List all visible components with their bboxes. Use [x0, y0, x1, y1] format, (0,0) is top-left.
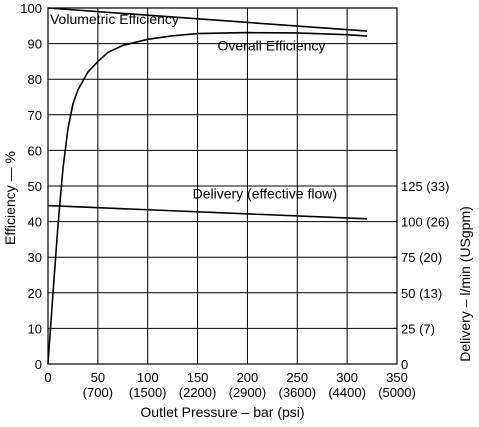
y-tick-label: 80: [28, 72, 42, 87]
right-tick-label: 25 (7): [401, 321, 435, 336]
x-tick-psi-label: (700): [83, 385, 113, 400]
right-tick-label: 50 (13): [401, 286, 442, 301]
x-tick-psi-label: (1500): [129, 385, 167, 400]
x-tick-label: 150: [187, 370, 209, 385]
y-tick-label: 50: [28, 179, 42, 194]
x-tick-label: 50: [91, 370, 105, 385]
y-tick-label: 60: [28, 143, 42, 158]
x-tick-label: 0: [44, 370, 51, 385]
series-annotations: Volumetric Efficiency Overall Efficiency D…: [50, 11, 337, 201]
right-tick-label: 0: [401, 357, 408, 372]
series-annotation: Overall Efficiency: [218, 38, 326, 54]
right-tick-label: 100 (26): [401, 215, 449, 230]
y-tick-label: 10: [28, 321, 42, 336]
y-tick-label: 40: [28, 215, 42, 230]
right-tick-label: 125 (33): [401, 179, 449, 194]
series-line-volumetric-efficiency: [47, 7, 368, 32]
series-lines: [47, 7, 368, 365]
series-annotation: Volumetric Efficiency: [50, 11, 179, 27]
right-tick-label: 75 (20): [401, 250, 442, 265]
y-tick-label: 100: [20, 1, 42, 16]
x-tick-psi-label: (2200): [179, 385, 217, 400]
x-tick-label: 250: [286, 370, 308, 385]
series-line-delivery-effective-flow: [47, 204, 368, 220]
y-tick-label: 70: [28, 108, 42, 123]
y-axis-title: Efficiency — %: [2, 151, 18, 245]
x-tick-label: 100: [137, 370, 159, 385]
x-tick-label: 200: [237, 370, 259, 385]
y-tick-labels: 0 10 20 30 40 50 60 70 80 90 100: [20, 1, 42, 372]
x-axis-title: Outlet Pressure – bar (psi): [140, 404, 304, 420]
y-tick-label: 0: [35, 357, 42, 372]
x-tick-psi-label: (5000): [378, 385, 416, 400]
x-tick-label: 300: [336, 370, 358, 385]
right-axis-title: Delivery – l/min (USgpm): [457, 206, 473, 362]
series-line-overall-efficiency: [47, 31, 368, 365]
y-tick-label: 90: [28, 37, 42, 52]
x-tick-psi-label: (4400): [328, 385, 366, 400]
right-tick-labels: 0 25 (7) 50 (13) 75 (20) 100 (26) 125 (33): [393, 179, 449, 372]
y-tick-label: 30: [28, 250, 42, 265]
x-tick-label: 350: [386, 370, 408, 385]
x-tick-psi-label: (3600): [278, 385, 316, 400]
series-annotation: Delivery (effective flow): [193, 185, 337, 201]
x-tick-labels: 0 50(700) 100(1500) 150(2200) 200(2900) 250(3…: [44, 370, 415, 400]
x-tick-psi-label: (2900): [229, 385, 267, 400]
grid-lines: [48, 8, 397, 364]
y-tick-label: 20: [28, 286, 42, 301]
